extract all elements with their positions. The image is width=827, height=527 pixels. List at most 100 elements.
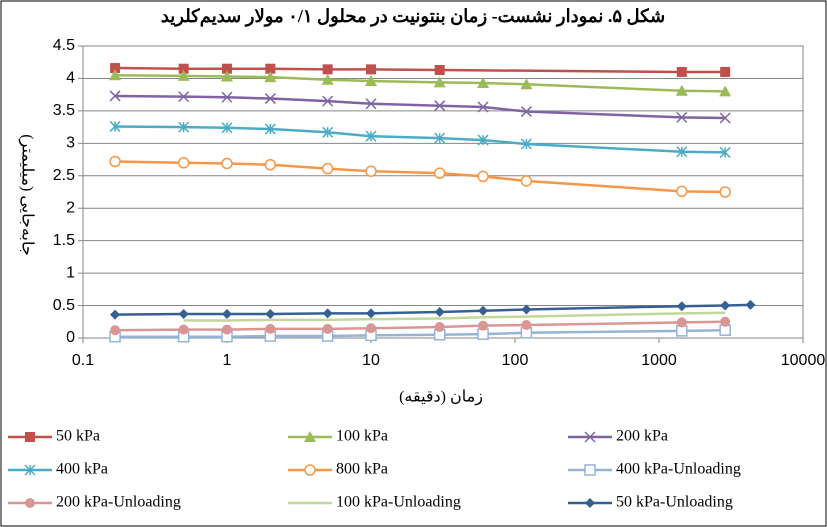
legend-label: 50 kPa-Unloading [616,494,733,511]
legend-item: 100 kPa-Unloading [288,494,461,511]
data-point [434,65,445,76]
data-point [177,157,190,169]
data-point [720,66,731,77]
data-point [321,162,334,175]
data-point [322,95,334,107]
data-point [676,111,688,123]
legend-label: 100 kPa-Unloading [336,494,461,511]
data-point [520,138,532,150]
data-point [221,70,233,82]
data-point [719,85,732,97]
data-point [719,146,731,158]
data-point [264,93,276,105]
x-tick-label: 1 [223,352,232,369]
data-point [221,122,233,134]
legend-marker [304,464,316,476]
y-tick-label: 0 [66,329,75,346]
data-point [322,64,333,75]
y-tick-label: 4 [66,70,75,87]
data-point [745,299,756,310]
x-tick-label: 100 [502,352,529,369]
legend-marker [585,498,595,508]
data-point [433,76,446,88]
data-point [177,69,190,81]
data-point [434,132,446,144]
data-point [110,63,121,74]
x-tick-label: 1000 [641,352,677,369]
data-point [521,320,532,331]
data-point [264,71,277,83]
data-point [366,323,376,334]
y-tick-label: 4.5 [53,37,75,54]
data-point [365,165,377,177]
data-point [178,324,189,335]
y-axis-label: جابه‌جایی (میلیمتر) [18,134,35,255]
data-point [264,123,276,135]
data-point [477,134,489,146]
data-point [434,321,445,332]
data-point [365,98,377,110]
legend-marker [584,464,596,476]
y-tick-label: 1 [66,264,75,281]
series-line [115,303,751,316]
data-point [520,78,533,90]
data-point [478,320,489,331]
data-point [265,323,276,334]
data-point [321,73,334,85]
x-tick-label: 10000 [781,352,826,369]
data-point [477,101,489,113]
series-line [183,311,726,322]
data-point [719,112,731,124]
data-point [178,308,189,319]
data-point [109,69,122,81]
data-point [222,63,232,74]
data-point [178,63,189,74]
x-tick-label: 10 [362,352,380,369]
data-point [478,305,489,316]
data-point [366,64,376,75]
data-point [221,157,233,170]
data-point [520,106,532,118]
data-point [264,158,277,171]
legend-marker [24,464,36,476]
y-tick-label: 1.5 [53,232,75,249]
chart-title: شکل ۵. نمودار نشست- زمان بنتونیت در محلو… [161,6,665,27]
legend-label: 200 kPa [616,428,668,445]
data-point [720,316,731,327]
data-point [322,126,334,138]
legend-label: 800 kPa [336,461,388,478]
y-tick-label: 2.5 [53,167,75,184]
data-point [322,323,333,334]
data-point [676,317,687,328]
data-point [178,91,190,103]
data-point [110,325,121,336]
data-point [676,146,688,158]
legend-marker [25,498,35,508]
data-point [265,308,276,319]
data-point [366,308,376,319]
legend-label: 400 kPa [56,461,108,478]
data-point [719,186,731,198]
y-tick-label: 2 [66,199,75,216]
data-point [521,304,532,315]
data-point [109,90,121,102]
data-point [477,170,489,183]
x-tick-label: 0.1 [72,352,94,369]
y-tick-label: 3 [66,135,75,152]
y-tick-label: 3.5 [53,102,75,119]
data-point [676,301,687,312]
legend-label: 50 kPa [56,428,100,445]
data-point [477,76,490,88]
data-point [720,300,731,311]
data-point [434,100,446,112]
legend-label: 400 kPa-Unloading [616,461,741,478]
data-point [365,75,377,87]
data-point [322,308,333,319]
data-point [222,308,232,319]
data-point [221,91,233,103]
data-point [433,167,446,179]
legend-label: 200 kPa-Unloading [56,494,181,511]
data-point [109,155,121,168]
